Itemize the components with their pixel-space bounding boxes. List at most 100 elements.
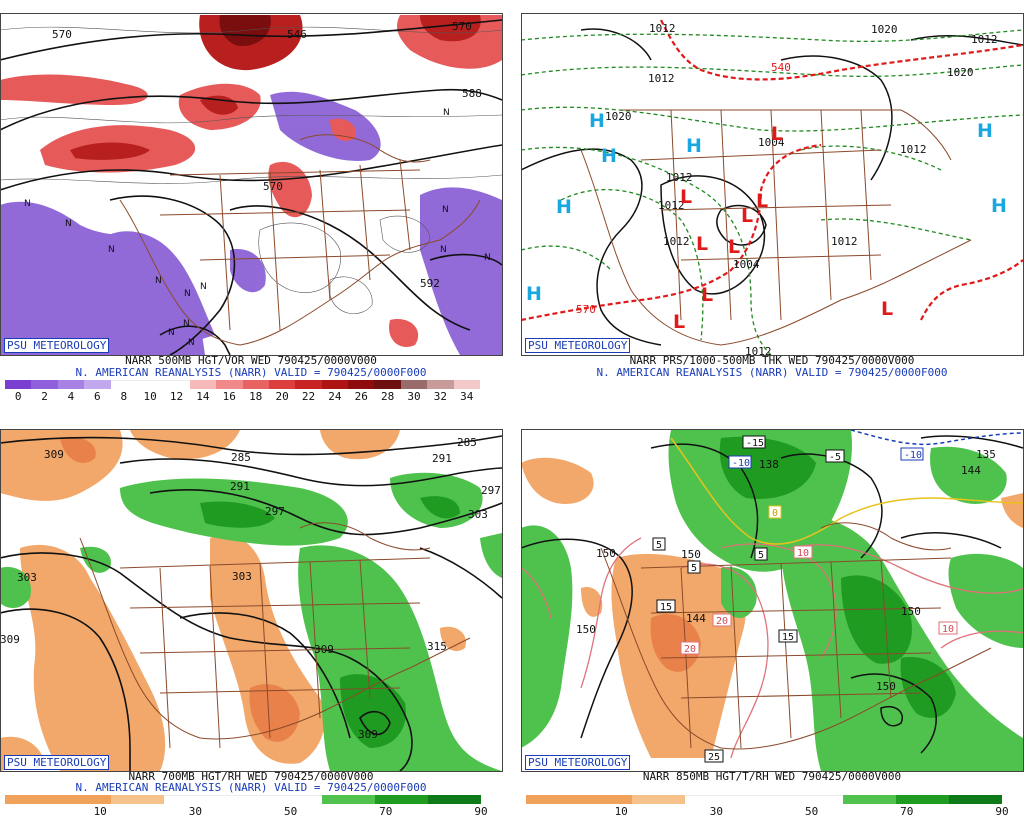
- contour-label: 285: [231, 451, 251, 464]
- svg-text:H: H: [589, 110, 605, 132]
- isobar-label: 1004: [758, 136, 785, 149]
- svg-text:H: H: [991, 195, 1007, 217]
- map-500mb-vorticity: 570 546 570 570 588 592 NNN NNN NNN NNN …: [0, 14, 502, 355]
- svg-text:10: 10: [942, 624, 954, 635]
- temp-label: 15: [778, 629, 798, 643]
- contour-label: 309: [44, 448, 64, 461]
- contour-label: 546: [287, 28, 307, 41]
- colorbar-swatch: [295, 380, 322, 389]
- svg-text:L: L: [696, 233, 708, 255]
- vorticity-colorbar-labels: 0 2 4 6 8 10 12 14 16 18 20 22 24 26 28 30 32 34: [5, 390, 480, 403]
- svg-text:L: L: [728, 236, 740, 258]
- brand-badge: PSU METEOROLOGY: [4, 338, 110, 353]
- colorbar-swatch: [31, 380, 58, 389]
- rh-colorbar: [5, 795, 482, 804]
- colorbar-swatch: [110, 795, 164, 804]
- contour-label: 303: [232, 570, 252, 583]
- contour-label: 150: [901, 605, 921, 618]
- temp-label: -5: [825, 449, 845, 463]
- contour-label: 138: [759, 458, 779, 471]
- colorbar-swatch: [57, 795, 111, 804]
- colorbar-swatch: [268, 380, 296, 389]
- colorbar-swatch: [578, 795, 632, 804]
- svg-text:20: 20: [716, 616, 728, 627]
- colorbar-swatch: [737, 795, 791, 804]
- panel-title: NARR 500MB HGT/VOR WED 790425/0000V000: [125, 354, 377, 367]
- panel-subtitle: N. AMERICAN REANALYSIS (NARR) VALID = 79…: [596, 366, 948, 379]
- colorbar-swatch: [57, 380, 85, 389]
- contour-label: 303: [17, 571, 37, 584]
- rh-colorbar: [526, 795, 1003, 804]
- colorbar-tick-label: 10: [143, 390, 157, 403]
- temp-label: -15: [742, 435, 766, 449]
- colorbar-swatch: [790, 795, 844, 804]
- rh-colorbar-labels: 10 30 50 70 90: [5, 805, 488, 818]
- svg-text:-10: -10: [904, 450, 922, 461]
- colorbar-swatch: [684, 795, 738, 804]
- temp-label: 15: [656, 599, 676, 613]
- map-700mb-rh: 309 285 291 297 303 291 297 303 303 309 …: [0, 430, 502, 772]
- colorbar-tick-label: 50: [804, 805, 819, 818]
- vorticity-colorbar: [5, 380, 481, 389]
- isobar-label: 1012: [900, 143, 927, 156]
- isobar-label: 1012: [666, 171, 693, 184]
- isobar-label: 1012: [663, 235, 690, 248]
- svg-text:H: H: [601, 145, 617, 167]
- colorbar-swatch: [163, 380, 190, 389]
- colorbar-swatch: [322, 795, 376, 804]
- temp-label: 5: [687, 560, 701, 574]
- colorbar-tick-label: 34: [460, 390, 474, 403]
- contour-label: 309: [314, 643, 334, 656]
- svg-text:H: H: [526, 283, 542, 305]
- colorbar-swatch: [427, 380, 454, 389]
- colorbar-swatch: [843, 795, 897, 804]
- colorbar-tick-label: 32: [433, 390, 448, 403]
- temp-label: -10: [728, 455, 752, 469]
- colorbar-tick-label: 2: [41, 390, 48, 403]
- colorbar-tick-label: 18: [249, 390, 263, 403]
- colorbar-tick-label: 10: [614, 805, 628, 818]
- contour-label: 592: [420, 277, 440, 290]
- colorbar-swatch: [348, 380, 375, 389]
- svg-text:N: N: [155, 276, 162, 286]
- svg-text:5: 5: [656, 540, 662, 551]
- colorbar-tick-label: 26: [354, 390, 368, 403]
- panel-700mb: 309 285 291 297 303 291 297 303 303 309 …: [0, 418, 506, 819]
- svg-text:N: N: [200, 282, 207, 292]
- svg-text:-10: -10: [732, 458, 750, 469]
- contour-label: 303: [468, 508, 488, 521]
- contour-label: 144: [961, 464, 981, 477]
- svg-text:N: N: [188, 338, 195, 348]
- colorbar-swatch: [242, 380, 269, 389]
- colorbar-swatch: [5, 795, 58, 804]
- svg-text:N: N: [108, 245, 115, 255]
- colorbar-swatch: [189, 380, 217, 389]
- colorbar-swatch: [321, 380, 349, 389]
- colorbar-swatch: [5, 380, 32, 389]
- colorbar-swatch: [136, 380, 164, 389]
- svg-text:N: N: [484, 253, 491, 263]
- colorbar-swatch: [84, 380, 111, 389]
- svg-text:H: H: [977, 120, 993, 142]
- map-frame: [521, 429, 1024, 772]
- map-frame: [0, 13, 503, 356]
- thickness-label: 540: [771, 61, 791, 74]
- colorbar-tick-label: 14: [196, 390, 210, 403]
- contour-label: 150: [576, 623, 596, 636]
- panel-subtitle: N. AMERICAN REANALYSIS (NARR) VALID = 79…: [75, 781, 427, 794]
- svg-text:20: 20: [684, 644, 696, 655]
- colorbar-tick-label: 90: [474, 805, 488, 818]
- colorbar-swatch: [949, 795, 1003, 804]
- contour-label: 309: [0, 633, 20, 646]
- contour-label: 150: [596, 547, 616, 560]
- colorbar-swatch: [216, 795, 270, 804]
- colorbar-tick-label: 70: [379, 805, 393, 818]
- temp-label: 5: [754, 547, 768, 561]
- svg-text:L: L: [741, 205, 753, 227]
- colorbar-tick-label: 30: [407, 390, 421, 403]
- colorbar-swatch: [163, 795, 217, 804]
- contour-label: 150: [876, 680, 896, 693]
- brand-badge: PSU METEOROLOGY: [4, 755, 110, 770]
- colorbar-tick-label: 20: [275, 390, 289, 403]
- contour-label: 150: [681, 548, 701, 561]
